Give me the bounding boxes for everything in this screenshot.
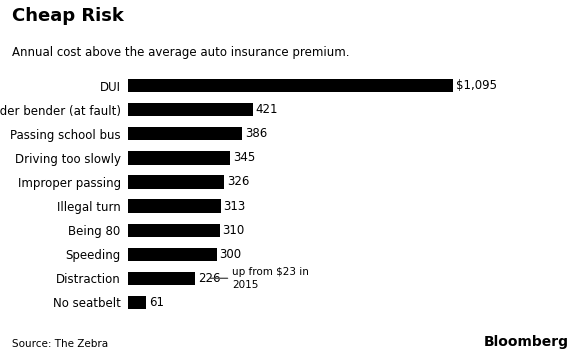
Text: Annual cost above the average auto insurance premium.: Annual cost above the average auto insur… — [12, 46, 349, 59]
Bar — [128, 199, 220, 213]
Bar — [128, 272, 195, 285]
Bar — [128, 151, 230, 164]
Bar — [128, 127, 242, 140]
Text: Source: The Zebra: Source: The Zebra — [12, 339, 108, 349]
Text: 421: 421 — [256, 103, 278, 116]
Text: $1,095: $1,095 — [456, 79, 496, 92]
Bar — [128, 79, 453, 92]
Text: 310: 310 — [223, 224, 245, 237]
Text: 61: 61 — [148, 296, 164, 309]
Bar — [128, 103, 253, 116]
Text: 386: 386 — [245, 127, 267, 140]
Text: 313: 313 — [223, 200, 246, 213]
Bar — [128, 248, 217, 261]
Text: 226: 226 — [198, 272, 220, 285]
Text: 345: 345 — [233, 151, 255, 164]
Text: up from $23 in
2015: up from $23 in 2015 — [232, 267, 309, 290]
Text: Bloomberg: Bloomberg — [483, 335, 568, 349]
Bar — [128, 224, 220, 237]
Text: 300: 300 — [220, 248, 242, 261]
Text: Cheap Risk: Cheap Risk — [12, 7, 124, 25]
Bar — [128, 296, 146, 309]
Bar — [128, 176, 224, 189]
Text: 326: 326 — [227, 176, 250, 188]
